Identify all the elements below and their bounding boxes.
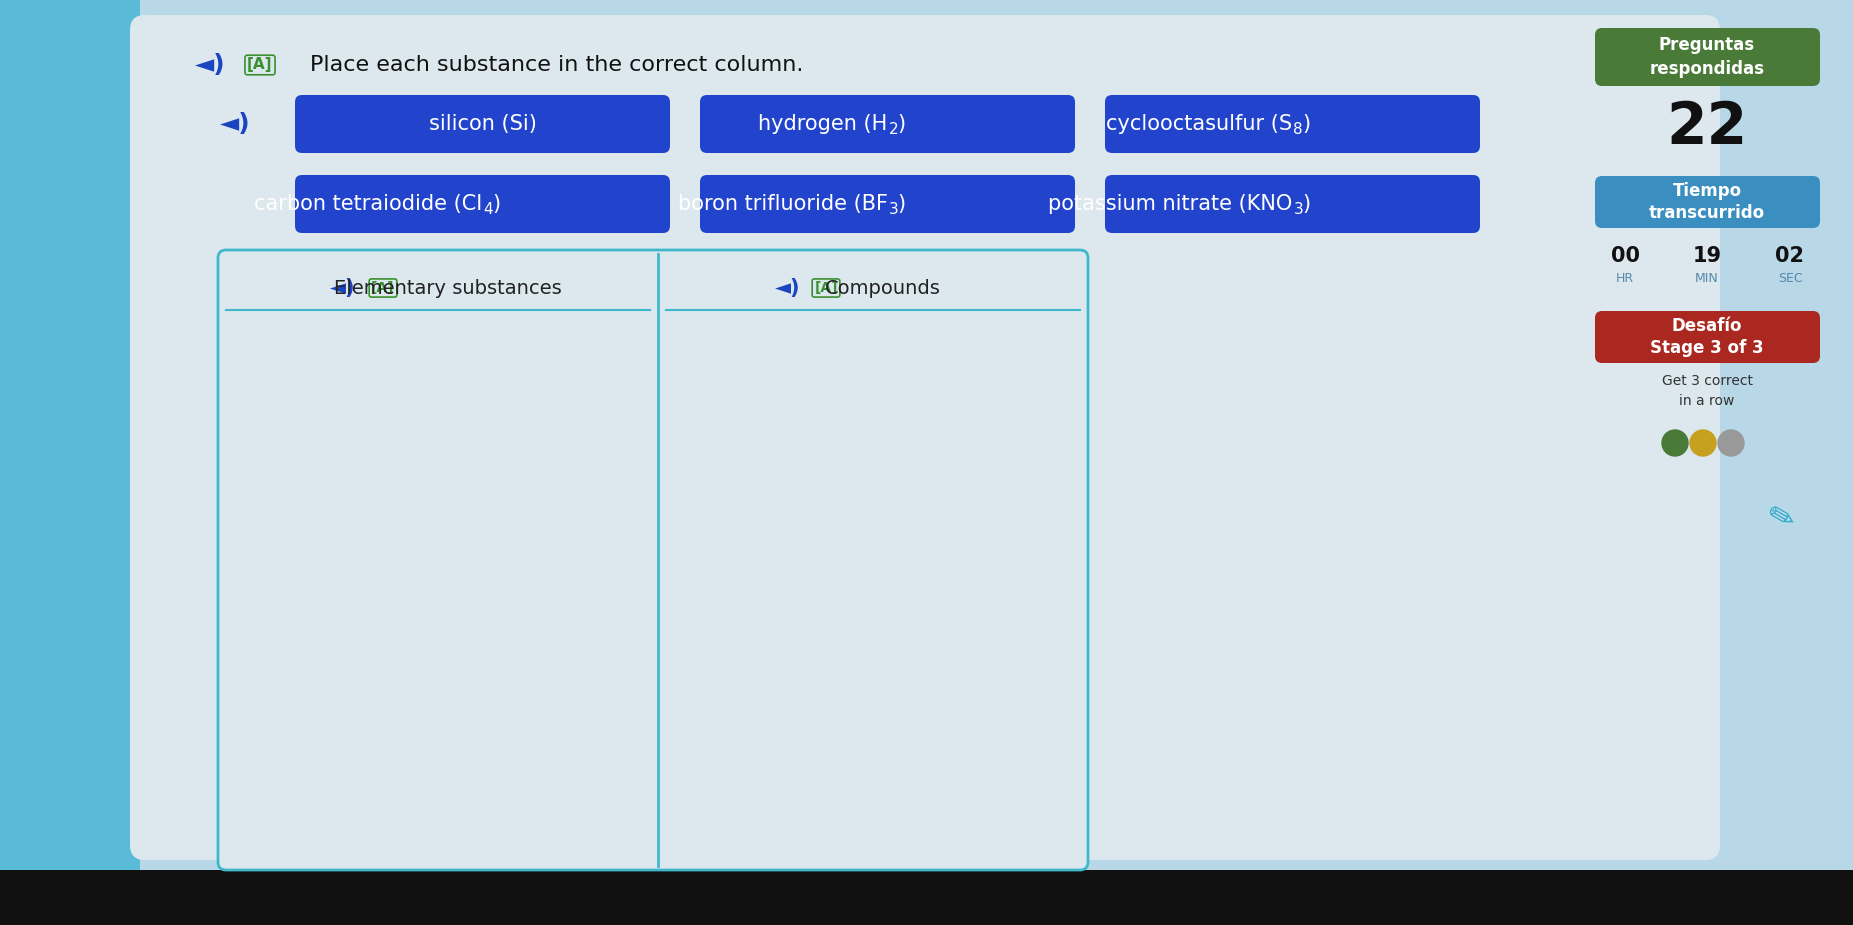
Text: ◄): ◄)	[195, 53, 226, 77]
Text: ): )	[493, 194, 500, 214]
FancyBboxPatch shape	[130, 15, 1720, 860]
Text: carbon tetraiodide (CI: carbon tetraiodide (CI	[254, 194, 482, 214]
Text: [A]: [A]	[813, 281, 838, 295]
Text: Tiempo
transcurrido: Tiempo transcurrido	[1649, 182, 1766, 222]
FancyBboxPatch shape	[1104, 95, 1481, 153]
Text: silicon (Si): silicon (Si)	[428, 114, 536, 134]
Text: 02: 02	[1775, 246, 1805, 266]
Text: hydrogen (H: hydrogen (H	[758, 114, 888, 134]
Bar	[0, 870, 1853, 925]
Text: [A]: [A]	[246, 57, 272, 72]
Circle shape	[1690, 430, 1716, 456]
Text: boron trifluoride (BF: boron trifluoride (BF	[678, 194, 888, 214]
Text: Preguntas
respondidas: Preguntas respondidas	[1649, 36, 1764, 78]
Text: ◄): ◄)	[221, 112, 250, 136]
Text: cyclooctasulfur (S: cyclooctasulfur (S	[1106, 114, 1293, 134]
Text: 3: 3	[1293, 202, 1303, 216]
Text: [A]: [A]	[371, 281, 395, 295]
Bar	[0, 0, 141, 925]
Text: 00: 00	[1610, 246, 1640, 266]
FancyBboxPatch shape	[295, 95, 671, 153]
Text: HR: HR	[1616, 272, 1634, 285]
Text: Place each substance in the correct column.: Place each substance in the correct colu…	[309, 55, 804, 75]
Text: potassium nitrate (KNO: potassium nitrate (KNO	[1049, 194, 1293, 214]
Text: ◄): ◄)	[775, 278, 800, 298]
Text: Elementary substances: Elementary substances	[334, 278, 561, 298]
FancyBboxPatch shape	[700, 175, 1075, 233]
Text: 2: 2	[888, 121, 899, 137]
FancyBboxPatch shape	[1104, 175, 1481, 233]
Text: ◄): ◄)	[330, 278, 356, 298]
Text: 22: 22	[1666, 100, 1747, 156]
Text: Compounds: Compounds	[825, 278, 941, 298]
FancyBboxPatch shape	[295, 175, 671, 233]
FancyBboxPatch shape	[1595, 311, 1820, 363]
Text: ): )	[897, 194, 906, 214]
Text: ): )	[897, 114, 906, 134]
FancyBboxPatch shape	[700, 95, 1075, 153]
Text: Get 3 correct
in a row: Get 3 correct in a row	[1662, 375, 1753, 408]
FancyBboxPatch shape	[219, 250, 1088, 870]
Text: 8: 8	[1293, 121, 1303, 137]
FancyBboxPatch shape	[1595, 176, 1820, 228]
Text: MIN: MIN	[1695, 272, 1720, 285]
Text: SEC: SEC	[1777, 272, 1803, 285]
FancyBboxPatch shape	[1595, 28, 1820, 86]
Text: ✏: ✏	[1760, 497, 1801, 539]
Text: 4: 4	[484, 202, 493, 216]
Circle shape	[1718, 430, 1744, 456]
Text: ): )	[1303, 194, 1310, 214]
Text: ): )	[1303, 114, 1310, 134]
Text: 3: 3	[888, 202, 899, 216]
Text: 19: 19	[1692, 246, 1721, 266]
Text: Desafío
Stage 3 of 3: Desafío Stage 3 of 3	[1651, 317, 1764, 357]
Circle shape	[1662, 430, 1688, 456]
